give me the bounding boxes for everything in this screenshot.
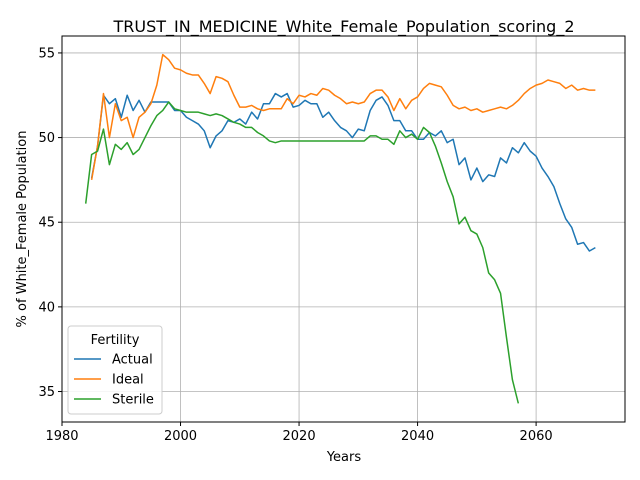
y-tick-label: 35 — [38, 385, 55, 400]
y-tick-label: 55 — [38, 46, 55, 61]
series-line-ideal — [90, 53, 596, 181]
x-tick-label: 2040 — [401, 429, 434, 444]
legend-title: Fertility — [91, 333, 140, 348]
x-tick-label: 2020 — [283, 429, 316, 444]
legend-label-ideal: Ideal — [112, 373, 144, 388]
y-axis-title: % of White_Female Population — [15, 131, 30, 328]
plot-frame — [61, 35, 626, 423]
y-tick-label: 45 — [38, 216, 55, 231]
chart-title: TRUST_IN_MEDICINE_White_Female_Populatio… — [113, 17, 575, 37]
legend-label-sterile: Sterile — [112, 393, 154, 408]
x-tick-label: 2000 — [164, 429, 197, 444]
axis-ticks: 1980 2000 2020 2040 2060 35 40 45 50 55 — [38, 46, 552, 444]
y-tick-label: 40 — [38, 300, 55, 315]
x-axis-title: Years — [326, 450, 362, 465]
legend-label-actual: Actual — [112, 353, 153, 368]
series-line-sterile — [84, 101, 520, 404]
y-tick-label: 50 — [38, 131, 55, 146]
legend-box — [67, 325, 163, 415]
series-lines — [84, 53, 596, 404]
series-line-actual — [90, 92, 596, 252]
x-tick-label: 2060 — [520, 429, 553, 444]
legend: Fertility Actual Ideal Sterile — [67, 325, 163, 415]
grid — [61, 36, 625, 422]
x-tick-label: 1980 — [45, 429, 78, 444]
